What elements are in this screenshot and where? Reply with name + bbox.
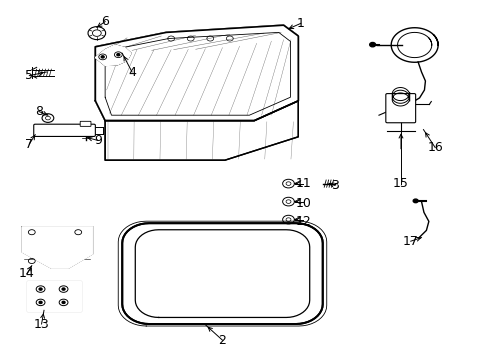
Polygon shape <box>95 25 298 121</box>
Text: 1: 1 <box>296 17 304 30</box>
Circle shape <box>39 288 42 290</box>
Polygon shape <box>105 101 298 160</box>
Text: 13: 13 <box>34 318 49 330</box>
Circle shape <box>412 199 417 203</box>
Circle shape <box>369 42 375 47</box>
Text: 4: 4 <box>128 66 136 78</box>
FancyBboxPatch shape <box>34 124 95 136</box>
Text: 2: 2 <box>218 334 226 347</box>
Polygon shape <box>22 227 93 268</box>
Circle shape <box>62 288 65 290</box>
Text: 5: 5 <box>25 69 33 82</box>
Text: 17: 17 <box>402 235 418 248</box>
Text: 11: 11 <box>295 177 310 190</box>
Circle shape <box>101 56 104 58</box>
Text: 6: 6 <box>101 15 109 28</box>
Text: 9: 9 <box>94 134 102 147</box>
Circle shape <box>39 301 42 303</box>
Text: 16: 16 <box>427 141 442 154</box>
Circle shape <box>62 301 65 303</box>
Text: 3: 3 <box>330 179 338 192</box>
Text: 7: 7 <box>25 138 33 150</box>
Polygon shape <box>27 281 81 311</box>
Text: 15: 15 <box>392 177 408 190</box>
Polygon shape <box>95 45 131 66</box>
FancyBboxPatch shape <box>80 121 91 126</box>
Circle shape <box>117 54 120 56</box>
FancyBboxPatch shape <box>385 94 415 123</box>
Text: 10: 10 <box>295 197 310 210</box>
Polygon shape <box>122 223 322 324</box>
Text: 12: 12 <box>295 215 310 228</box>
Text: 14: 14 <box>19 267 35 280</box>
Text: 8: 8 <box>35 105 43 118</box>
